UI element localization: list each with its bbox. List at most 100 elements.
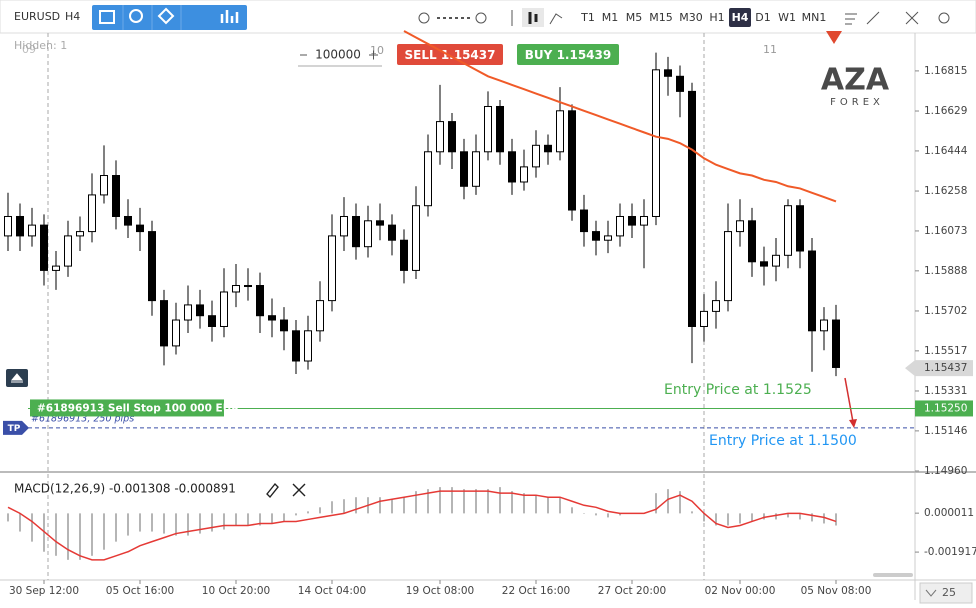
buy-label[interactable]: BUY: [525, 48, 553, 62]
annotation: Entry Price at 1.1500: [709, 433, 857, 449]
timeframe[interactable]: M1: [602, 11, 619, 24]
timeframe[interactable]: T1: [580, 11, 595, 24]
order-price-tag: [915, 400, 973, 417]
macd-tools[interactable]: [266, 482, 306, 499]
hidden-count[interactable]: Hidden: 1: [14, 39, 67, 52]
candle-body: [208, 315, 216, 327]
y-tick-label: 1.16444: [924, 145, 968, 157]
arrow: [844, 377, 854, 423]
zoom-select[interactable]: [919, 582, 973, 604]
macd-bar: [43, 513, 45, 552]
macd-bar: [223, 513, 225, 530]
timeframe[interactable]: D1: [755, 11, 770, 24]
last-price-tag: [905, 360, 973, 377]
zoom-out[interactable]: [418, 12, 430, 24]
draw-tools[interactable]: [866, 11, 919, 25]
sell-text[interactable]: SELL 1.15437: [405, 48, 496, 62]
macd-bar: [451, 487, 453, 514]
candle-body: [412, 205, 420, 271]
macd-bar: [115, 513, 117, 542]
y-tick-label: 1.14960: [924, 465, 967, 477]
x-tick-label: 27 Oct 20:00: [598, 585, 666, 597]
candle-body: [556, 110, 564, 153]
settings[interactable]: [938, 12, 950, 24]
timeframe[interactable]: M15: [649, 11, 673, 24]
buy-price[interactable]: 1.15439: [557, 48, 612, 62]
chart-type-button[interactable]: [99, 10, 115, 24]
symbol[interactable]: EURUSD: [14, 10, 60, 23]
macd-bar: [727, 513, 729, 526]
timeframe[interactable]: M5: [626, 11, 643, 24]
candle-body: [76, 231, 84, 237]
buy-button[interactable]: [517, 44, 619, 65]
candle-body: [304, 330, 312, 362]
indicator-button[interactable]: [129, 9, 143, 23]
menu[interactable]: [845, 13, 857, 25]
candle-body: [292, 330, 300, 362]
macd-bar: [691, 511, 693, 514]
volume-stepper[interactable]: [300, 50, 378, 60]
candle-body: [4, 215, 12, 237]
macd-bar: [343, 499, 345, 514]
candle-body: [28, 224, 36, 237]
zoom-select-caret: [925, 589, 937, 597]
timeframe[interactable]: H1: [709, 11, 724, 24]
y-tick-label: 1.16258: [924, 185, 967, 197]
y-tick-label: 1.16815: [924, 65, 967, 77]
buy-text[interactable]: BUY 1.15439: [525, 48, 611, 62]
candle-body: [760, 261, 768, 267]
sell-button[interactable]: [397, 44, 503, 65]
candle-body: [100, 175, 108, 196]
timeframe[interactable]: M30: [679, 11, 703, 24]
macd-bar: [331, 501, 333, 514]
candle-body: [808, 250, 816, 332]
macd-bar: [439, 487, 441, 514]
candle-body: [628, 215, 636, 226]
candle-body: [184, 304, 192, 321]
take-profit-badge-text: TP: [8, 424, 21, 434]
macd-bar: [775, 513, 777, 520]
timeframe[interactable]: W1: [778, 11, 796, 24]
candle-body: [172, 319, 180, 347]
zoom-in[interactable]: [475, 12, 487, 24]
candle-body: [436, 121, 444, 153]
zoom-value[interactable]: 25: [942, 586, 956, 599]
drawing-button[interactable]: [157, 7, 175, 25]
macd-bar: [823, 513, 825, 524]
candle-body: [508, 151, 516, 183]
macd-bar: [511, 491, 513, 514]
macd-bar: [199, 513, 201, 534]
timeframe[interactable]: H4: [732, 11, 749, 24]
y-tick-label: 1.15702: [924, 305, 967, 317]
scrollbar[interactable]: [873, 573, 913, 577]
candle-body: [616, 215, 624, 237]
macd-bar: [7, 513, 9, 522]
x-tick-label: 22 Oct 16:00: [502, 585, 570, 597]
macd-bar: [427, 489, 429, 514]
macd-bar: [103, 513, 105, 550]
sell-label[interactable]: SELL: [405, 48, 437, 62]
candle-body: [316, 300, 324, 332]
macd-bar: [415, 491, 417, 514]
candle-body: [148, 231, 156, 302]
macd-bar: [499, 487, 501, 514]
volume-button[interactable]: [220, 10, 239, 23]
macd-bar: [403, 497, 405, 514]
volume[interactable]: 100000: [315, 48, 361, 62]
candle-body: [664, 69, 672, 77]
period[interactable]: H4: [65, 10, 80, 23]
candle-body: [376, 220, 384, 226]
timeframe[interactable]: MN1: [802, 11, 827, 24]
candle-body: [232, 285, 240, 293]
last-price: 1.15437: [924, 362, 967, 374]
candle-style[interactable]: [522, 8, 544, 27]
order-label-box[interactable]: [30, 399, 224, 417]
candle-body: [196, 304, 204, 317]
candle-body: [16, 215, 24, 237]
macd-bar: [655, 493, 657, 514]
take-profit-badge[interactable]: [3, 420, 29, 435]
candle-body: [352, 215, 360, 248]
macd-bar: [595, 513, 597, 516]
